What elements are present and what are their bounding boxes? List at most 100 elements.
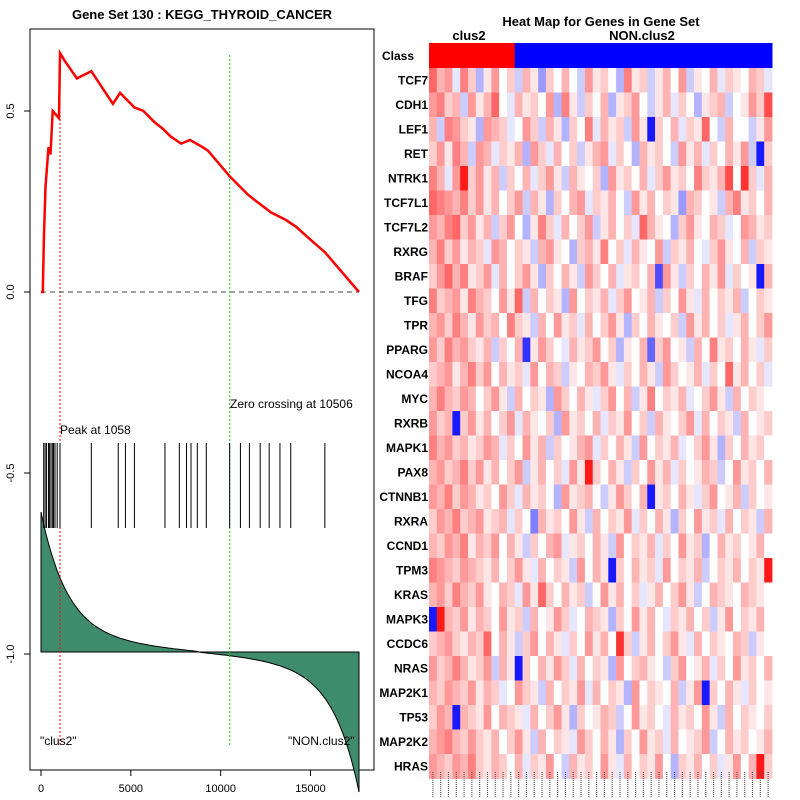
heatmap-cell (725, 362, 734, 387)
heatmap-cell (623, 117, 633, 142)
heatmap-cell (600, 705, 609, 730)
class-bar-segment (429, 43, 516, 68)
heatmap-cell (553, 141, 562, 167)
heatmap-cell (569, 239, 578, 265)
gene-label: CCDC6 (387, 637, 429, 651)
heatmap-cell (429, 215, 438, 240)
heatmap-cell (429, 337, 438, 363)
heatmap-cell (429, 484, 438, 510)
heatmap-cell (460, 656, 469, 681)
heatmap-cell (569, 509, 578, 534)
heatmap-cell (452, 190, 461, 216)
heatmap-cell (592, 582, 601, 608)
gene-label: NCOA4 (386, 367, 428, 381)
heatmap-cell (616, 509, 625, 534)
heatmap-cell (584, 190, 594, 216)
heatmap-cell (545, 313, 555, 338)
heatmap-cell (600, 117, 609, 142)
heatmap-cell (748, 215, 757, 240)
heatmap-cell (733, 190, 742, 216)
y-tick-label: 0.0 (5, 284, 17, 299)
heatmap-cell (616, 435, 625, 461)
heatmap-cell (429, 92, 438, 118)
heatmap-cell (506, 460, 516, 485)
heatmap-cell (530, 313, 539, 338)
heatmap-cell (429, 362, 438, 387)
heatmap-cell (561, 264, 570, 289)
heatmap-cell (740, 239, 750, 265)
heatmap-cell (733, 656, 742, 681)
heatmap-cell (717, 141, 726, 167)
heatmap-cell (530, 141, 539, 167)
heatmap-cell (452, 631, 461, 657)
heatmap-cell (545, 558, 555, 583)
heatmap-cell (748, 166, 757, 191)
heatmap-cell (491, 411, 500, 436)
heatmap-cell (514, 337, 523, 363)
heatmap-cell (655, 607, 664, 632)
heatmap-cell (483, 117, 492, 142)
heatmap-cell (686, 117, 695, 142)
heatmap-cell (733, 754, 742, 779)
heatmap-cell (522, 264, 531, 289)
heatmap-cell (608, 754, 617, 779)
heatmap-cell (538, 264, 547, 289)
heatmap-cell (561, 558, 570, 583)
heatmap-cell (444, 288, 453, 314)
heatmap-cell (475, 190, 484, 216)
heatmap-cell (475, 484, 484, 510)
heatmap-cell (639, 582, 648, 608)
heatmap-cell (686, 215, 695, 240)
heatmap-cell (709, 705, 718, 730)
gene-label: LEF1 (399, 122, 429, 136)
heatmap-cell (475, 386, 484, 412)
heatmap-cell (530, 117, 539, 142)
heatmap-cell (436, 754, 445, 779)
heatmap-cell (662, 141, 672, 167)
heatmap-cell (717, 484, 726, 510)
heatmap-cell (545, 754, 555, 779)
heatmap-cell (701, 264, 711, 289)
heatmap-cell (499, 435, 508, 461)
heatmap-cell (491, 117, 500, 142)
heatmap-cell (530, 656, 539, 681)
heatmap-cell (725, 509, 734, 534)
heatmap-cell (647, 239, 656, 265)
heatmap-cell (647, 190, 656, 216)
heatmap-cell (701, 533, 711, 559)
heatmap-cell (678, 484, 687, 510)
heatmap-cell (522, 484, 531, 510)
heatmap-cell (655, 411, 664, 436)
heatmap-cell (600, 166, 609, 191)
heatmap-cell (522, 607, 531, 632)
heatmap-cell (647, 386, 656, 412)
heatmap-cell (647, 705, 656, 730)
heatmap-cell (444, 141, 453, 167)
heatmap-cell (538, 288, 547, 314)
heatmap-cell (460, 631, 469, 657)
heatmap-cell (733, 411, 742, 436)
heatmap-cell (694, 582, 703, 608)
heatmap-cell (561, 190, 570, 216)
heatmap-cell (483, 313, 492, 338)
heatmap-cell (499, 484, 508, 510)
heatmap-cell (725, 215, 734, 240)
heatmap-cell (701, 729, 711, 755)
heatmap-cell (577, 680, 586, 706)
heatmap-cell (717, 582, 726, 608)
heatmap-cell (499, 362, 508, 387)
heatmap-cell (553, 631, 562, 657)
heatmap-cell (561, 92, 570, 118)
gene-label: RET (404, 147, 429, 161)
heatmap-cell (436, 166, 445, 191)
heatmap-cell (460, 117, 469, 142)
heatmap-cell (733, 435, 742, 461)
enrichment-plot: Gene Set 130 : KEGG_THYROID_CANCER 0 5000… (5, 7, 375, 795)
heatmap-cell (530, 607, 539, 632)
heatmap-cell (569, 631, 578, 657)
heatmap-cell (709, 92, 718, 118)
heatmap-cell (561, 509, 570, 534)
heatmap-cell (600, 558, 609, 583)
running-es-line (41, 48, 360, 294)
heatmap-cell (475, 141, 484, 167)
